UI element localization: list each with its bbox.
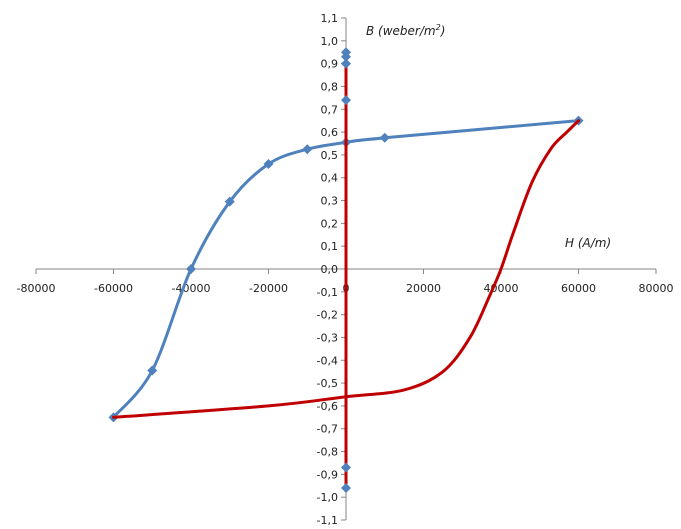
- y-tick-label: -0,5: [317, 377, 338, 390]
- y-tick-label: -0,3: [317, 331, 338, 344]
- y-tick-label: -1,0: [317, 491, 338, 504]
- data-point-marker: [341, 58, 351, 69]
- x-tick-label: -20000: [249, 282, 288, 295]
- y-tick-label: 1,1: [321, 12, 339, 25]
- series-line: [112, 119, 580, 419]
- y-tick-label: -0,6: [317, 400, 338, 413]
- y-tick-label: -0,4: [317, 354, 338, 367]
- x-tick-label: -80000: [17, 282, 56, 295]
- x-tick-label: 40000: [484, 282, 519, 295]
- x-tick-label: 80000: [639, 282, 674, 295]
- y-tick-label: 0,7: [321, 103, 339, 116]
- y-axis-title-sup: 2: [436, 23, 441, 32]
- data-point-marker: [186, 264, 196, 274]
- y-tick-label: 1,0: [321, 35, 339, 48]
- data-point-marker: [147, 365, 158, 376]
- x-tick-label: 20000: [406, 282, 441, 295]
- y-axis-title-main: B (weber/m: [366, 24, 436, 38]
- x-tick-label: -60000: [94, 282, 133, 295]
- y-tick-label: 0,2: [321, 217, 339, 230]
- y-tick-label: 0,3: [321, 195, 339, 208]
- y-tick-label: 0,5: [321, 149, 339, 162]
- y-tick-label: 0,1: [321, 240, 339, 253]
- y-tick-label: -0,9: [317, 468, 338, 481]
- y-tick-label: -0,2: [317, 309, 338, 322]
- y-tick-label: 0,6: [321, 126, 339, 139]
- data-point-marker: [224, 196, 235, 207]
- x-tick-label: -40000: [172, 282, 211, 295]
- x-axis-title: H (A/m): [565, 236, 611, 250]
- y-tick-label: 0,8: [321, 80, 339, 93]
- y-tick-label: -0,8: [317, 446, 338, 459]
- y-tick-label: -0,1: [317, 286, 338, 299]
- series-layer: [108, 47, 584, 494]
- y-axis-title: B (weber/m2): [366, 23, 445, 38]
- data-point-marker: [379, 132, 390, 143]
- data-point-marker: [341, 95, 351, 106]
- y-tick-label: 0,4: [321, 172, 339, 185]
- data-point-marker: [302, 144, 313, 155]
- y-axis-title-close: ): [440, 24, 446, 38]
- data-point-marker: [341, 483, 351, 494]
- data-point-marker: [263, 159, 274, 170]
- y-tick-label: -1,1: [317, 514, 338, 527]
- data-point-marker: [341, 462, 351, 473]
- y-tick-label: 0,9: [321, 58, 339, 71]
- x-tick-label: 60000: [561, 282, 596, 295]
- y-tick-label: 0,0: [321, 263, 339, 276]
- y-tick-label: -0,7: [317, 423, 338, 436]
- data-point-marker: [341, 51, 351, 62]
